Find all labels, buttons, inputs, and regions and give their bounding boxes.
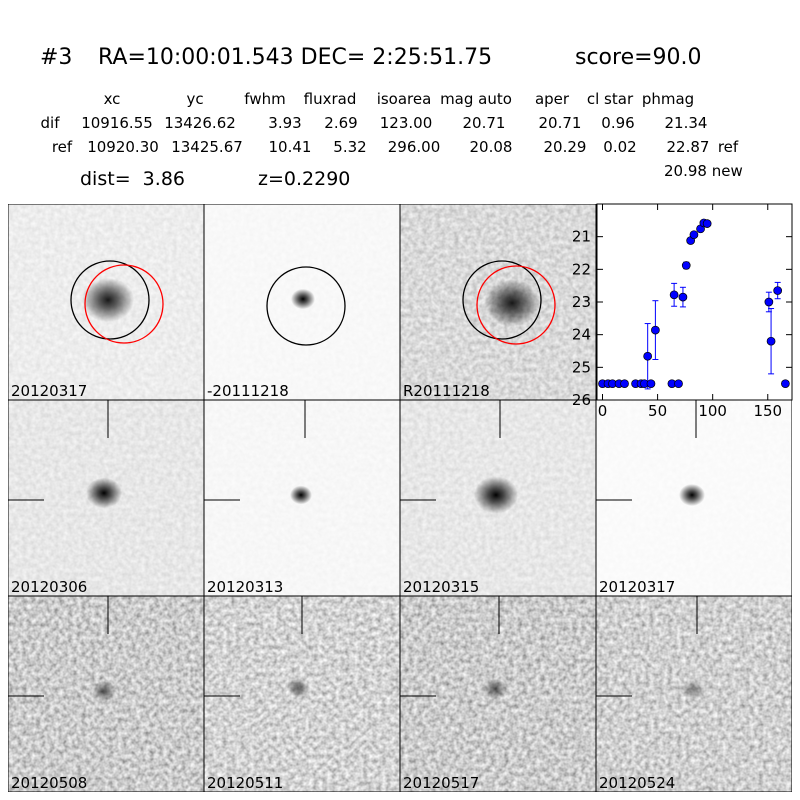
column-header: cl star [587, 90, 634, 108]
column-header: fluxrad [304, 90, 357, 108]
y-tick-label: 22 [572, 260, 591, 278]
y-tick-label: 21 [572, 228, 591, 246]
table-cell: 5.32 [333, 138, 366, 156]
table-cell: 13425.67 [171, 138, 243, 156]
data-point [678, 292, 688, 302]
source [290, 485, 312, 505]
y-tick-label: 26 [572, 391, 591, 409]
stamp-label: 20120511 [207, 774, 283, 792]
data-point [643, 351, 653, 361]
table-cell: 20.71 [463, 114, 506, 132]
source [82, 277, 134, 323]
stamp-label: 20120306 [11, 578, 87, 596]
stamp-label: 20120508 [11, 774, 87, 792]
data-point [766, 336, 776, 346]
candidate-id: #3 [40, 45, 72, 70]
stamp-label: 20120313 [207, 578, 283, 596]
distance: dist= 3.86 [80, 168, 185, 190]
new-mag: 20.98 new [664, 162, 743, 180]
stamp-label: 20120315 [403, 578, 479, 596]
aperture [70, 260, 150, 340]
source [86, 477, 122, 509]
stamp-frame [595, 595, 792, 792]
table-cell: 0.96 [601, 114, 634, 132]
table-cell: 13426.62 [164, 114, 236, 132]
source [483, 678, 507, 700]
stamp-label: 20120317 [599, 578, 675, 596]
table-cell: 296.00 [388, 138, 441, 156]
stamp-label: 20120524 [599, 774, 675, 792]
redshift: z=0.2290 [258, 168, 350, 190]
data-point [773, 286, 783, 295]
source [92, 680, 116, 702]
data-point [669, 290, 679, 300]
source [681, 679, 705, 701]
light-curve: 21 22 23 24 25 26 0 50 100 150 [572, 203, 793, 420]
data-point [689, 230, 699, 240]
column-header: fwhm [244, 90, 285, 108]
table-cell: 20.29 [544, 138, 587, 156]
stamp-label: -20111218 [207, 382, 289, 400]
stamps: 20120317 -20111218 R20111218 20120306 201203… [8, 204, 792, 792]
column-header: phmag [642, 90, 694, 108]
x-tick-label: 0 [598, 402, 608, 420]
data-point [651, 325, 660, 335]
table-cell: 3.93 [268, 114, 301, 132]
row-label: dif [41, 114, 61, 132]
coordinates: RA=10:00:01.543 DEC= 2:25:51.75 [98, 45, 492, 70]
aperture [266, 266, 346, 346]
stamp-label: R20111218 [403, 382, 490, 400]
stamp-label: 20120317 [11, 382, 87, 400]
y-tick-label: 25 [572, 358, 591, 376]
table-cell: 10.41 [269, 138, 312, 156]
column-header: aper [535, 90, 570, 108]
table-cell: 10920.30 [87, 138, 159, 156]
data-point [674, 379, 683, 389]
row-label: ref [52, 138, 73, 156]
table-cell: 20.71 [539, 114, 582, 132]
table-cell: 0.02 [603, 138, 636, 156]
aperture [84, 264, 164, 344]
data-point [764, 297, 774, 307]
source [291, 288, 315, 310]
table-cell: 123.00 [380, 114, 433, 132]
source [287, 678, 309, 698]
table-cell: 21.34 [665, 114, 708, 132]
x-tick-label: 150 [753, 402, 782, 420]
column-header: mag auto [440, 90, 512, 108]
data-point [646, 379, 656, 389]
y-tick-label: 24 [572, 326, 591, 344]
x-tick-label: 50 [648, 402, 667, 420]
data-point [702, 219, 712, 228]
data-point [781, 379, 790, 389]
source [474, 476, 518, 514]
aperture [476, 265, 556, 345]
data-point [681, 261, 691, 270]
table-cell: 2.69 [324, 114, 357, 132]
table-cell: 20.08 [470, 138, 513, 156]
y-tick-label: 23 [572, 293, 591, 311]
column-header: yc [186, 90, 203, 108]
column-header: isoarea [377, 90, 432, 108]
source [484, 279, 540, 327]
aperture [462, 260, 542, 340]
score: score=90.0 [575, 45, 702, 70]
table-cell: ref [718, 138, 739, 156]
table-cell: 22.87 [667, 138, 710, 156]
stamp-label: 20120517 [403, 774, 479, 792]
column-header: xc [104, 90, 121, 108]
x-tick-label: 100 [698, 402, 727, 420]
data-point [620, 379, 629, 389]
table-cell: 10916.55 [81, 114, 153, 132]
source [679, 483, 705, 507]
